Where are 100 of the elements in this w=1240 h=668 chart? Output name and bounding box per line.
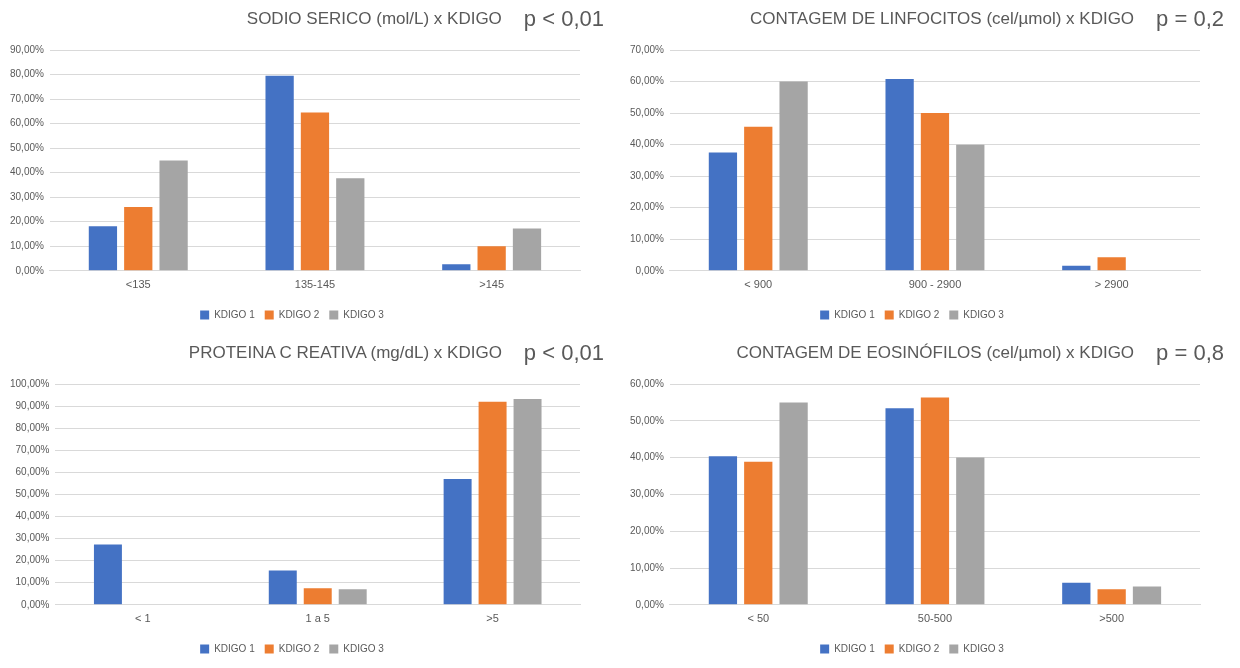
y-tick-label: 50,00% (629, 106, 665, 118)
text: p = 0,2 (1156, 6, 1224, 32)
bar (513, 399, 542, 605)
legend-label: KDIGO 1 (214, 308, 256, 320)
bar (1062, 582, 1091, 605)
bar (1097, 257, 1126, 271)
x-tick-label: > 2900 (1094, 278, 1129, 291)
y-tick-label: 40,00% (629, 138, 665, 150)
x-tick-label: 50-500 (917, 612, 953, 625)
y-tick-label: 50,00% (15, 488, 50, 500)
y-tick-label: 80,00% (15, 421, 50, 433)
bar (300, 112, 330, 271)
text: p = 0,8 (1156, 340, 1224, 366)
bar (512, 228, 542, 271)
bar (885, 79, 914, 271)
legend-label: KDIGO 3 (963, 642, 1005, 654)
bar (124, 207, 153, 271)
chart-title: CONTAGEM DE LINFOCITOS (cel/µmol) x KDIGO (749, 9, 1135, 29)
bar (779, 402, 808, 605)
legend-label: KDIGO 2 (898, 308, 940, 320)
y-tick-label: 10,00% (629, 561, 665, 573)
bar (956, 144, 985, 271)
y-tick-label: 80,00% (9, 68, 45, 80)
y-tick-label: 0,00% (635, 264, 665, 276)
y-tick-label: 50,00% (9, 141, 45, 153)
y-tick-label: 60,00% (629, 377, 665, 389)
bar (88, 226, 118, 271)
y-tick-label: 40,00% (629, 451, 665, 463)
y-tick-label: 20,00% (9, 215, 45, 227)
x-tick-label: < 50 (747, 612, 770, 625)
x-tick-label: 900 - 2900 (908, 278, 962, 291)
x-tick-label: >145 (479, 278, 505, 291)
bar (1097, 589, 1126, 605)
y-tick-label: 40,00% (15, 510, 50, 522)
legend-label: KDIGO 2 (898, 642, 940, 654)
legend-label: KDIGO 1 (834, 308, 876, 320)
x-tick-label: 1 a 5 (305, 612, 330, 625)
y-tick-label: 30,00% (629, 488, 665, 500)
bar (265, 75, 294, 271)
bar (159, 160, 188, 271)
chart-title: SODIO SERICO (mol/L) x KDIGO (246, 9, 502, 29)
bar (885, 408, 914, 605)
bar (708, 456, 738, 605)
y-tick-label: 100,00% (9, 377, 50, 389)
bar (93, 544, 122, 605)
bar (443, 478, 472, 605)
legend-label: KDIGO 1 (834, 642, 876, 654)
y-tick-label: 10,00% (15, 576, 50, 588)
x-tick-label: <135 (125, 278, 151, 291)
bar (1132, 586, 1162, 605)
bar (920, 113, 950, 271)
y-tick-label: 40,00% (9, 166, 45, 178)
y-tick-label: 0,00% (21, 598, 50, 610)
y-tick-label: 30,00% (9, 190, 45, 202)
y-tick-label: 10,00% (629, 233, 665, 245)
legend-label: KDIGO 2 (278, 308, 320, 320)
y-tick-label: 30,00% (629, 169, 665, 181)
bar (956, 457, 985, 605)
bar (268, 570, 297, 605)
bar (744, 126, 773, 271)
legend-label: KDIGO 3 (343, 642, 385, 654)
x-tick-label: >5 (486, 612, 499, 625)
y-tick-label: 30,00% (15, 532, 50, 544)
y-tick-label: 50,00% (629, 414, 665, 426)
y-tick-label: 20,00% (629, 524, 665, 536)
bar (920, 397, 950, 605)
bar (477, 246, 506, 271)
y-tick-label: 70,00% (9, 92, 45, 104)
y-tick-label: 60,00% (629, 75, 665, 87)
x-tick-label: >500 (1099, 612, 1125, 625)
bar (338, 589, 367, 605)
y-tick-label: 70,00% (15, 443, 50, 455)
bar (303, 588, 332, 605)
y-tick-label: 0,00% (15, 264, 45, 276)
legend-label: KDIGO 1 (214, 642, 256, 654)
y-tick-label: 20,00% (629, 201, 665, 213)
bar (336, 178, 365, 271)
chart-title: CONTAGEM DE EOSINÓFILOS (cel/µmol) x KDIGO (736, 343, 1135, 363)
x-tick-label: < 900 (744, 278, 773, 291)
text: p < 0,01 (523, 340, 604, 366)
y-tick-label: 60,00% (15, 466, 50, 478)
bar (744, 461, 773, 605)
x-tick-label: < 1 (135, 612, 151, 625)
bar (442, 264, 471, 271)
y-tick-label: 20,00% (15, 554, 50, 566)
legend-label: KDIGO 2 (278, 642, 320, 654)
y-tick-label: 90,00% (9, 43, 45, 55)
bar (708, 152, 738, 271)
y-tick-label: 70,00% (629, 43, 665, 55)
y-tick-label: 0,00% (635, 598, 665, 610)
legend-label: KDIGO 3 (963, 308, 1005, 320)
y-tick-label: 10,00% (9, 240, 45, 252)
bar (779, 81, 808, 271)
bar (478, 401, 507, 605)
y-tick-label: 90,00% (15, 399, 50, 411)
y-tick-label: 60,00% (9, 117, 45, 129)
chart-title: PROTEINA C REATIVA (mg/dL) x KDIGO (188, 343, 502, 363)
text: p < 0,01 (523, 6, 604, 32)
legend-label: KDIGO 3 (343, 308, 385, 320)
x-tick-label: 135-145 (294, 278, 336, 291)
